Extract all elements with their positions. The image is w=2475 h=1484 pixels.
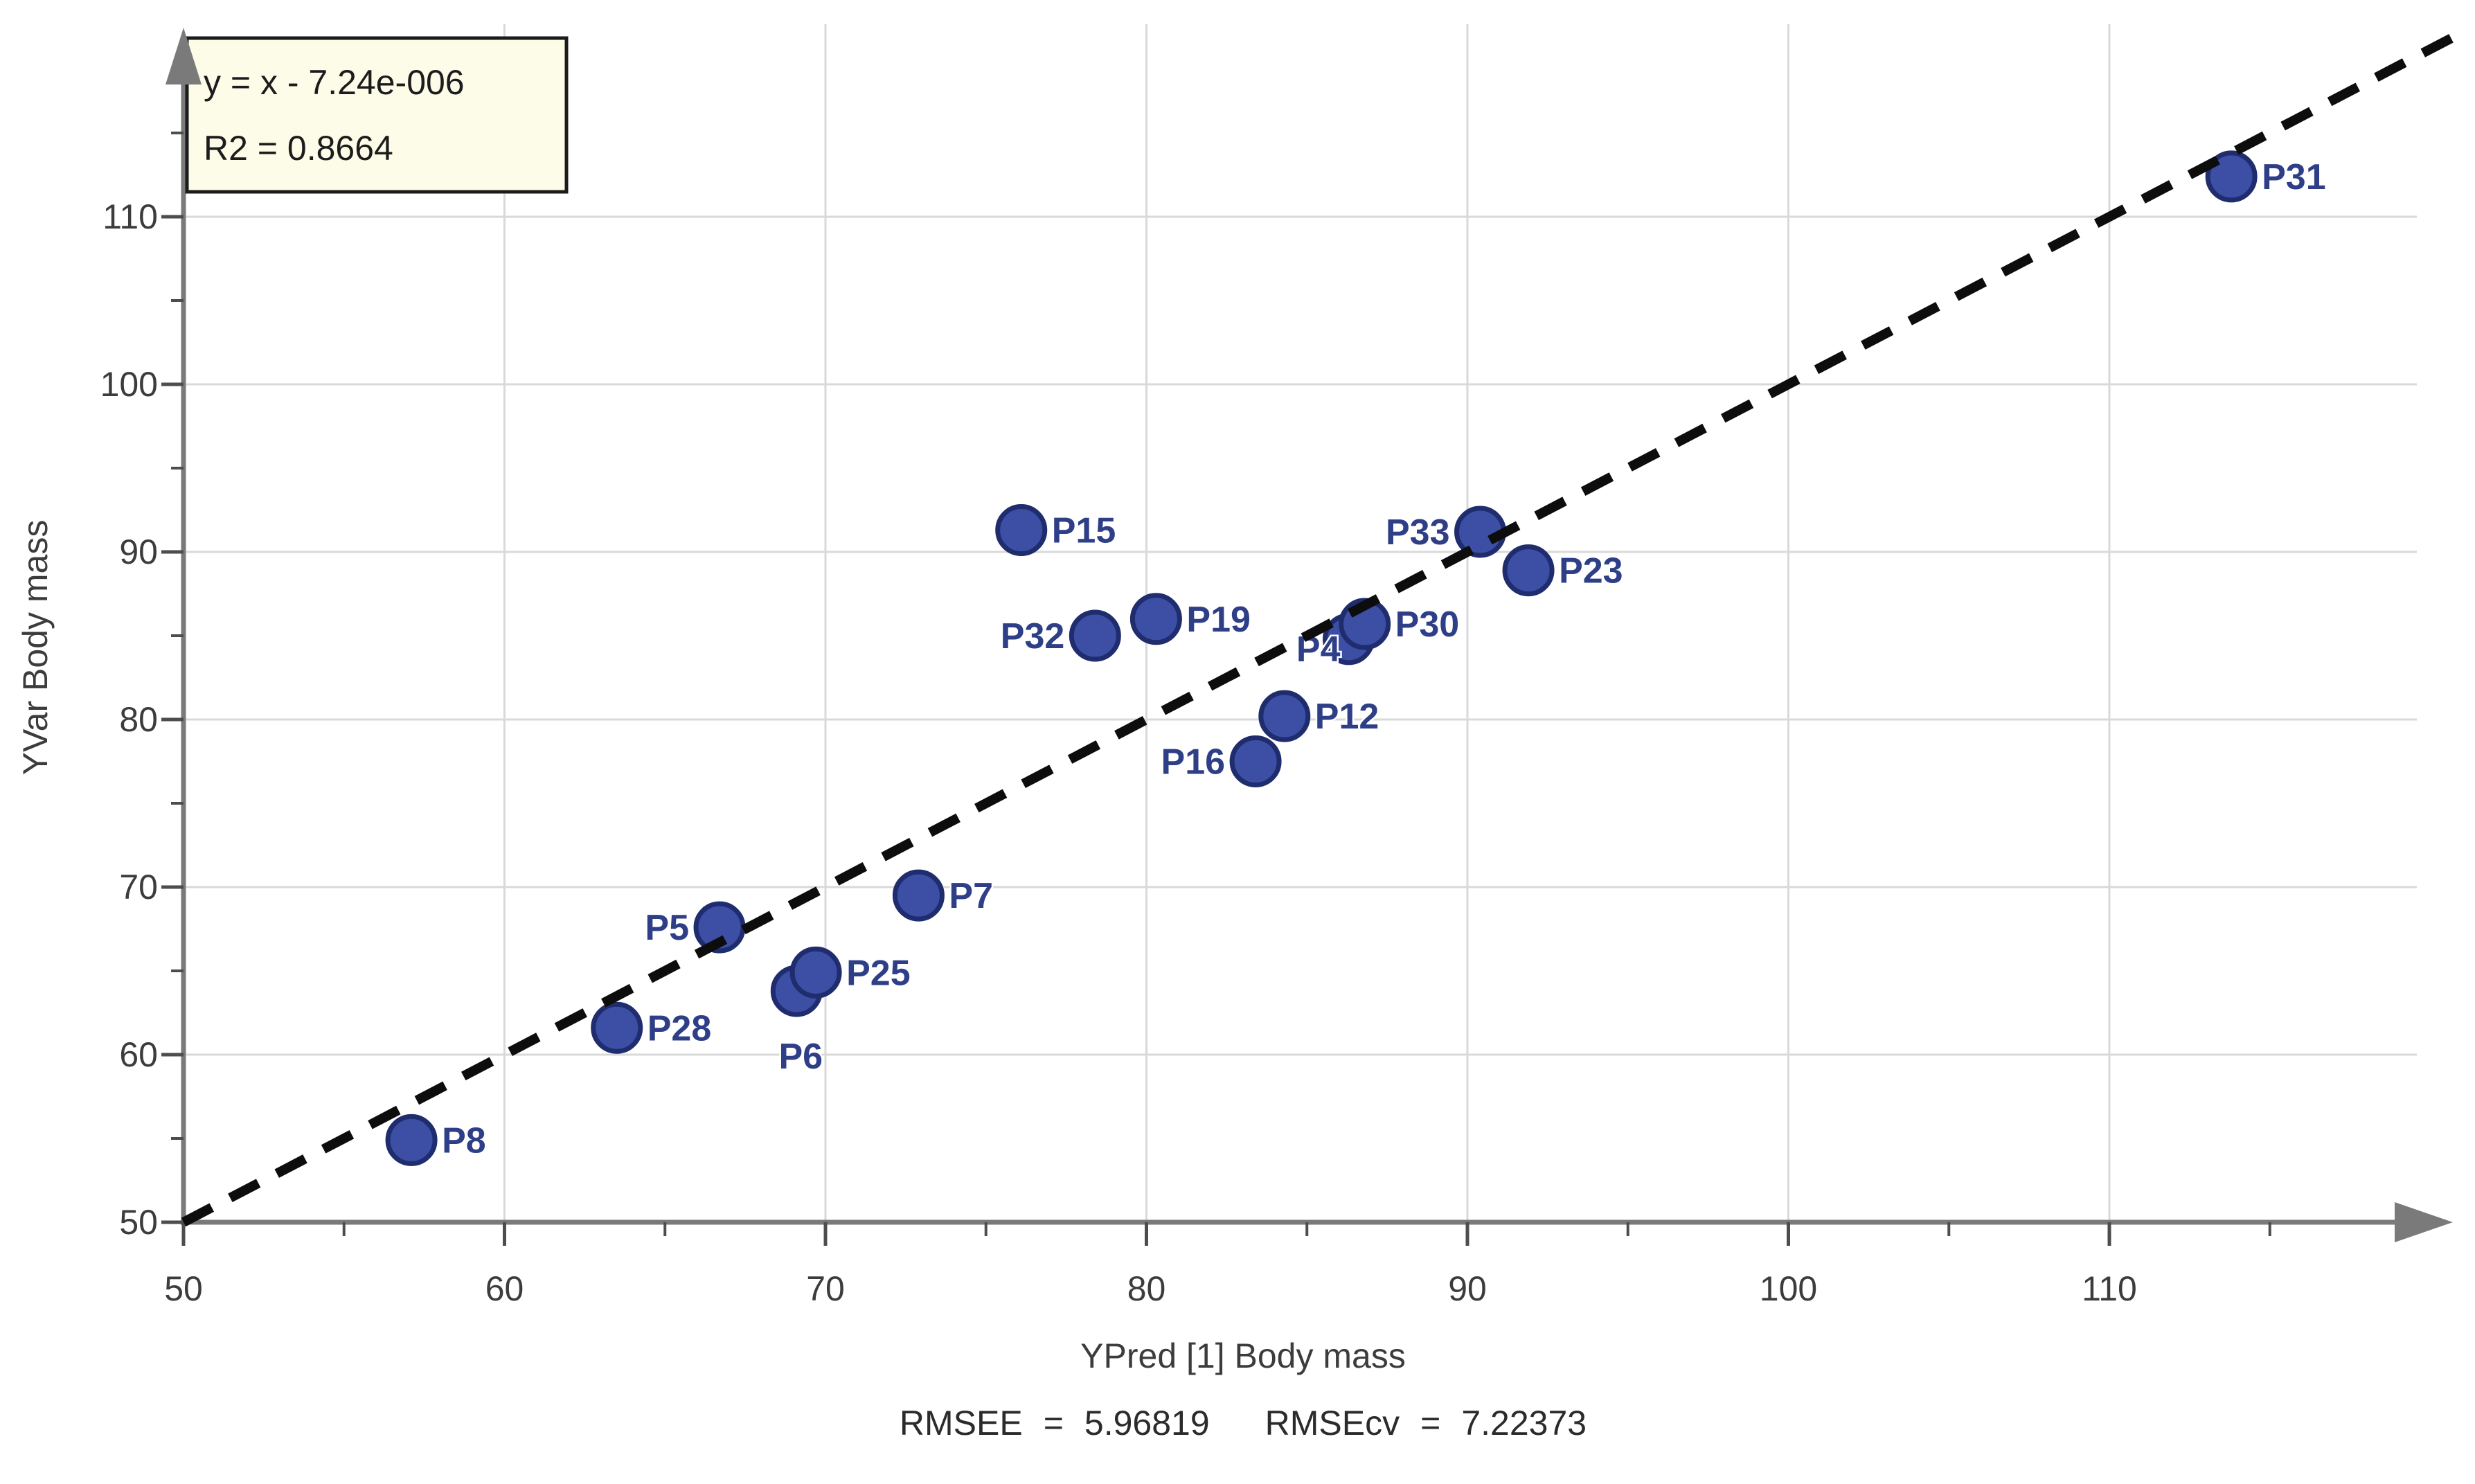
y-axis-arrow-icon (166, 28, 202, 84)
point-label: P30 (1395, 605, 1460, 645)
point-label: P5 (645, 908, 689, 948)
data-point-P5[interactable]: P5 (643, 901, 746, 954)
x-tick-label: 110 (2082, 1269, 2137, 1308)
x-tick-label: 90 (1448, 1269, 1487, 1308)
data-point-P8[interactable]: P8 (385, 1114, 488, 1166)
y-tick-label: 50 (119, 1203, 158, 1242)
axes (181, 66, 2397, 1225)
data-point-P31[interactable]: P31 (2205, 150, 2327, 203)
data-point-P32[interactable]: P32 (999, 609, 1121, 662)
y-tick-label: 70 (119, 868, 158, 906)
tick-labels: 50 60 70 80 90 100 110 50 60 70 80 90 100 110 (100, 197, 2137, 1308)
data-point-P16[interactable]: P16 (1159, 735, 1282, 787)
data-point-P15[interactable]: P15 (995, 504, 1118, 557)
data-point-P33[interactable]: P33 (1384, 506, 1507, 558)
point-label: P31 (2262, 157, 2326, 197)
y-tick-label: 110 (102, 197, 158, 236)
point-marker[interactable] (2205, 150, 2258, 203)
point-marker[interactable] (995, 504, 1048, 557)
point-marker[interactable] (1129, 593, 1182, 645)
y-axis-title: YVar Body mass (16, 520, 55, 776)
data-point-P30[interactable]: P30 (1339, 598, 1461, 650)
axis-arrows (166, 28, 2453, 1242)
data-point-P23[interactable]: P23 (1502, 544, 1625, 597)
data-point-P6[interactable]: P6 (770, 965, 825, 1079)
y-tick-label: 90 (119, 533, 158, 571)
annotation-equation: y = x - 7.24e-006 (204, 63, 465, 102)
point-label: P28 (647, 1008, 712, 1048)
point-marker[interactable] (892, 869, 945, 922)
annotation-box-background (185, 36, 569, 194)
point-marker[interactable] (1069, 609, 1121, 662)
point-label: P15 (1052, 511, 1116, 551)
fit-line-dashed (181, 24, 2472, 1227)
data-point-P25[interactable]: P25 (789, 946, 912, 999)
point-label: P19 (1186, 600, 1251, 640)
x-axis-arrow-icon (2395, 1202, 2453, 1242)
y-tick-label: 60 (119, 1035, 158, 1074)
x-tick-label: 80 (1127, 1269, 1166, 1308)
tick-marks (161, 132, 2271, 1246)
data-point-P7[interactable]: P7 (892, 869, 995, 922)
y-tick-label: 80 (119, 700, 158, 739)
data-point-P12[interactable]: P12 (1258, 690, 1381, 742)
point-label: P6 (778, 1037, 823, 1077)
point-label: P32 (1001, 616, 1065, 656)
point-label: P7 (949, 876, 993, 916)
point-marker[interactable] (591, 1001, 643, 1054)
x-tick-label: 50 (164, 1269, 203, 1308)
point-label: P25 (846, 953, 911, 993)
x-tick-label: 60 (485, 1269, 524, 1308)
footer-statistics: RMSEE = 5.96819 RMSEcv = 7.22373 (900, 1404, 1587, 1442)
equation-annotation-box: y = x - 7.24e-006 R2 = 0.8664 (185, 36, 569, 194)
annotation-r2: R2 = 0.8664 (204, 129, 393, 168)
x-axis-title: YPred [1] Body mass (1080, 1337, 1406, 1375)
y-tick-label: 100 (100, 365, 158, 404)
point-label: P12 (1315, 697, 1379, 737)
point-label: P33 (1386, 512, 1450, 553)
point-marker[interactable] (385, 1114, 438, 1166)
point-marker[interactable] (789, 946, 842, 999)
point-marker[interactable] (1229, 735, 1282, 787)
point-label: P8 (442, 1120, 486, 1161)
data-point-P28[interactable]: P28 (591, 1001, 713, 1054)
data-point-P19[interactable]: P19 (1129, 593, 1252, 645)
point-marker[interactable] (1502, 544, 1555, 597)
x-tick-label: 100 (1760, 1269, 1817, 1308)
point-marker[interactable] (1258, 690, 1311, 742)
point-label: P23 (1559, 551, 1623, 591)
point-label: P16 (1161, 742, 1226, 783)
x-tick-label: 70 (806, 1269, 845, 1308)
identity-line (181, 24, 2472, 1227)
